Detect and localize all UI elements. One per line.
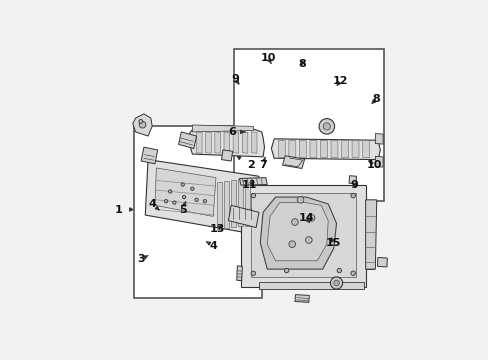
Polygon shape [238, 179, 243, 226]
Polygon shape [259, 282, 364, 288]
Polygon shape [189, 128, 264, 157]
Polygon shape [178, 132, 196, 149]
Polygon shape [320, 140, 327, 158]
Polygon shape [377, 257, 386, 267]
Polygon shape [375, 134, 382, 144]
Polygon shape [309, 140, 316, 158]
Polygon shape [233, 132, 238, 153]
Polygon shape [267, 203, 327, 261]
Circle shape [307, 215, 314, 221]
Polygon shape [214, 132, 220, 153]
Circle shape [190, 187, 194, 190]
Circle shape [139, 121, 145, 128]
Text: 8: 8 [297, 59, 305, 69]
Text: 8: 8 [371, 94, 380, 104]
Circle shape [297, 197, 303, 203]
Polygon shape [141, 147, 158, 164]
Polygon shape [251, 132, 257, 153]
Text: 14: 14 [298, 213, 313, 223]
Polygon shape [351, 140, 358, 158]
Polygon shape [133, 114, 152, 136]
Text: 1: 1 [115, 204, 133, 215]
Text: 10: 10 [261, 53, 276, 63]
Text: 13: 13 [209, 224, 224, 234]
Polygon shape [282, 156, 304, 168]
Circle shape [323, 123, 330, 130]
Text: 11: 11 [241, 180, 257, 190]
Text: 9: 9 [350, 180, 358, 190]
Polygon shape [205, 132, 211, 153]
Circle shape [195, 198, 198, 202]
Circle shape [181, 183, 184, 186]
Circle shape [164, 199, 167, 203]
Polygon shape [278, 140, 285, 158]
Polygon shape [260, 197, 336, 269]
Polygon shape [145, 159, 259, 234]
Text: 4: 4 [206, 240, 217, 251]
Polygon shape [231, 180, 236, 227]
Polygon shape [288, 140, 295, 158]
Circle shape [319, 118, 334, 134]
Text: 15: 15 [325, 238, 341, 248]
Polygon shape [299, 140, 305, 158]
Polygon shape [341, 140, 348, 158]
Bar [366, 200, 373, 269]
Polygon shape [192, 125, 253, 132]
Circle shape [288, 241, 295, 247]
Polygon shape [224, 132, 229, 153]
Circle shape [251, 271, 255, 275]
Circle shape [305, 237, 311, 243]
Circle shape [291, 219, 298, 225]
Circle shape [203, 199, 206, 203]
Text: 5: 5 [179, 202, 186, 215]
Polygon shape [294, 294, 309, 302]
Polygon shape [217, 182, 222, 229]
Bar [134, 126, 261, 298]
Circle shape [350, 193, 355, 198]
Text: 9: 9 [231, 74, 239, 84]
Bar [366, 200, 373, 269]
Polygon shape [330, 140, 337, 158]
Polygon shape [244, 179, 249, 226]
Circle shape [284, 268, 288, 273]
Circle shape [182, 195, 185, 199]
Circle shape [139, 120, 142, 123]
Polygon shape [271, 139, 380, 159]
Polygon shape [362, 140, 369, 158]
Circle shape [251, 193, 255, 198]
Text: 7: 7 [259, 157, 266, 170]
Polygon shape [221, 150, 232, 161]
Circle shape [172, 201, 176, 204]
Bar [366, 200, 373, 269]
Bar [366, 200, 373, 269]
Polygon shape [242, 132, 247, 153]
Text: 12: 12 [332, 76, 348, 86]
Text: 4: 4 [148, 199, 159, 210]
Polygon shape [239, 177, 267, 185]
Polygon shape [196, 132, 202, 153]
Polygon shape [348, 176, 356, 184]
Circle shape [336, 268, 341, 273]
Polygon shape [375, 156, 382, 167]
Circle shape [330, 277, 342, 289]
Circle shape [168, 190, 172, 193]
Polygon shape [365, 200, 376, 269]
Polygon shape [236, 266, 242, 281]
Text: 10: 10 [366, 160, 381, 170]
Circle shape [333, 280, 339, 286]
Text: 3: 3 [137, 255, 147, 264]
Polygon shape [155, 168, 216, 216]
Text: 6: 6 [228, 127, 244, 137]
Circle shape [350, 271, 355, 275]
Text: 2: 2 [237, 156, 254, 170]
Polygon shape [250, 193, 355, 278]
Bar [233, 49, 383, 201]
Polygon shape [224, 181, 229, 228]
Bar [366, 200, 373, 269]
Polygon shape [228, 205, 259, 228]
Polygon shape [241, 185, 365, 287]
